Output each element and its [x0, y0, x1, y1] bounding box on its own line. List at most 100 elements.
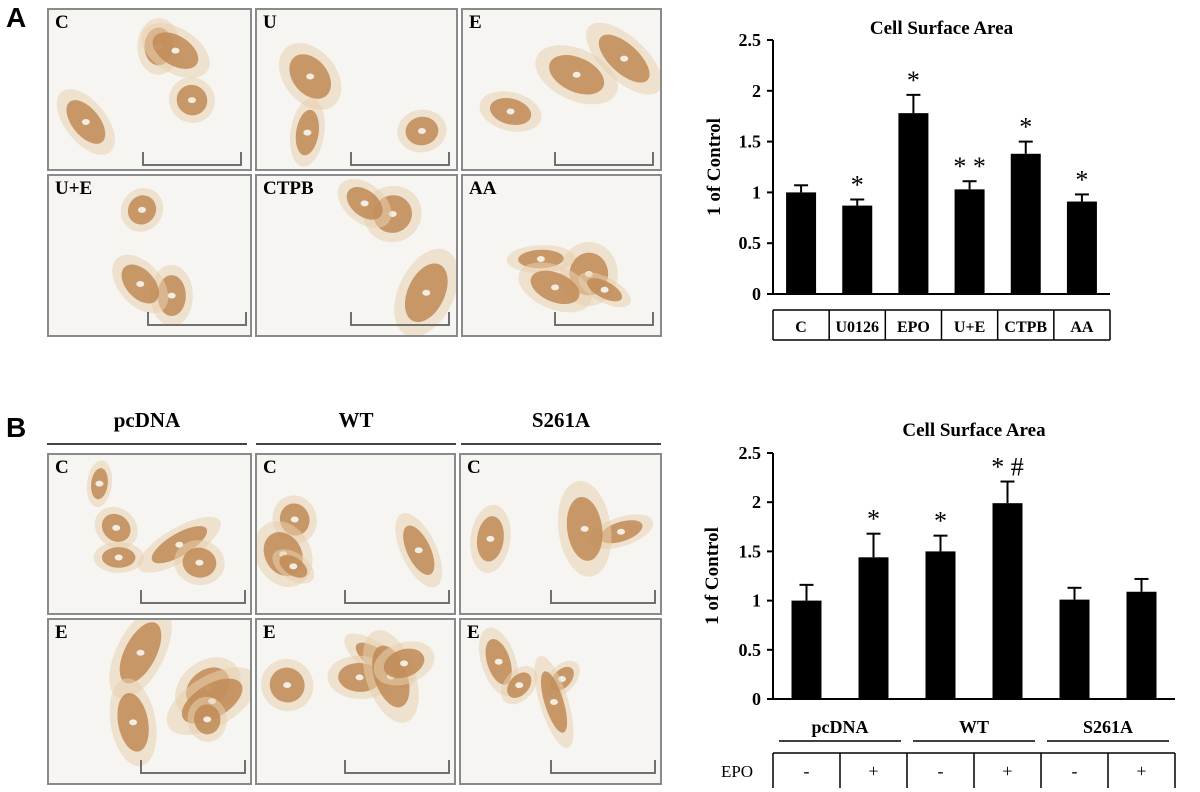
y-tick-label: 0 — [752, 284, 761, 304]
x-category-label: CTPB — [1004, 319, 1047, 336]
chart-panel-a: Cell Surface Area 1 of Control 0 0.5 1 1.5 2 2.… — [704, 18, 1111, 341]
x-category-label: U0126 — [835, 319, 879, 336]
bar — [992, 503, 1023, 699]
micrograph-tag: E — [467, 622, 480, 643]
micrograph-tag: U — [263, 12, 277, 33]
scale-bar — [142, 152, 242, 166]
chart-title: Cell Surface Area — [902, 420, 1046, 441]
stained-cells — [337, 178, 456, 335]
micrograph-a-6: AA — [461, 174, 662, 337]
y-tick-label: 2 — [752, 492, 761, 512]
stained-cells — [479, 22, 660, 132]
micrograph-tag: C — [263, 457, 277, 478]
scale-bar — [147, 312, 247, 326]
significance-marker: * — [907, 66, 920, 95]
x-category-label: + — [1002, 761, 1012, 781]
y-tick-label: 1 — [752, 591, 761, 611]
y-tick-label: 2.5 — [739, 443, 762, 463]
micrograph-tag: E — [263, 622, 276, 643]
bar — [858, 557, 889, 699]
micrograph-b-3: C — [459, 453, 662, 615]
significance-marker: * — [1075, 165, 1088, 194]
stained-cells — [257, 495, 443, 588]
panel-a-letter: A — [6, 2, 27, 33]
micrograph-tag: C — [55, 12, 69, 33]
epo-row-label: EPO — [721, 762, 753, 781]
scale-bar — [344, 760, 450, 774]
micrograph-tag: E — [469, 12, 482, 33]
x-category-label: - — [1072, 761, 1078, 781]
bar — [954, 189, 985, 294]
significance-marker: * — [934, 507, 947, 536]
y-tick-label: 2 — [752, 81, 761, 101]
significance-marker: * — [851, 171, 864, 200]
stained-cells — [260, 630, 435, 723]
scale-bar — [550, 760, 656, 774]
y-tick-label: 1 — [752, 182, 761, 202]
scale-bar — [350, 152, 450, 166]
group-label-pcdna: pcDNA — [113, 408, 181, 432]
micrograph-a-1: C — [47, 8, 252, 171]
stained-cells — [470, 480, 654, 577]
bar — [791, 600, 822, 699]
micrograph-tag: E — [55, 622, 68, 643]
micrograph-b-5: E — [255, 618, 456, 785]
stained-cells — [506, 241, 631, 313]
x-group-label: WT — [959, 717, 989, 737]
bar — [1126, 591, 1157, 699]
group-underline — [47, 443, 247, 445]
micrograph-tag: CTPB — [263, 178, 314, 199]
bar — [1010, 153, 1041, 294]
y-tick-label: 1.5 — [739, 132, 762, 152]
x-category-label: - — [938, 761, 944, 781]
x-category-label: U+E — [954, 319, 985, 336]
micrograph-tag: U+E — [55, 178, 93, 199]
micrograph-b-6: E — [459, 618, 662, 785]
panel-b-letter: B — [6, 412, 27, 443]
x-category-label: + — [1136, 761, 1146, 781]
scale-bar — [550, 590, 656, 604]
bar — [842, 205, 873, 294]
micrograph-a-4: U+E — [47, 174, 252, 337]
x-group-label: S261A — [1083, 717, 1133, 737]
micrograph-tag: AA — [469, 178, 497, 199]
stained-cells — [112, 187, 193, 327]
micrograph-b-2: C — [255, 453, 456, 615]
micrograph-b-1: C — [47, 453, 252, 615]
stained-cells — [86, 460, 225, 586]
bar — [1066, 201, 1097, 294]
bar — [1059, 599, 1090, 699]
scale-bar — [554, 152, 654, 166]
significance-marker: * — [867, 505, 880, 534]
group-label-s261a: S261A — [531, 408, 591, 432]
scale-bar — [350, 312, 450, 326]
y-tick-label: 2.5 — [739, 30, 762, 50]
scale-bar — [140, 760, 246, 774]
group-underline — [461, 443, 661, 445]
group-label-wt: WT — [338, 408, 374, 432]
stained-cells — [109, 620, 250, 767]
significance-marker: * * — [953, 152, 986, 181]
significance-marker: * — [1019, 113, 1032, 142]
bar — [786, 192, 817, 294]
x-category-label: EPO — [897, 319, 930, 336]
micrograph-a-5: CTPB — [255, 174, 458, 337]
y-tick-label: 1.5 — [739, 541, 762, 561]
x-category-label: - — [804, 761, 810, 781]
x-category-label: C — [795, 319, 807, 336]
x-category-label: + — [868, 761, 878, 781]
chart-title: Cell Surface Area — [870, 18, 1014, 39]
y-tick-label: 0.5 — [739, 640, 762, 660]
y-tick-label: 0 — [752, 689, 761, 709]
stained-cells — [278, 43, 447, 167]
scale-bar — [554, 312, 654, 326]
y-tick-label: 0.5 — [739, 233, 762, 253]
bar — [925, 551, 956, 699]
bar — [898, 113, 929, 294]
micrograph-tag: C — [467, 457, 481, 478]
scale-bar — [344, 590, 450, 604]
micrograph-tag: C — [55, 457, 69, 478]
y-axis-label: 1 of Control — [704, 118, 725, 216]
y-axis-label: 1 of Control — [702, 527, 723, 625]
significance-marker: * # — [991, 453, 1024, 482]
